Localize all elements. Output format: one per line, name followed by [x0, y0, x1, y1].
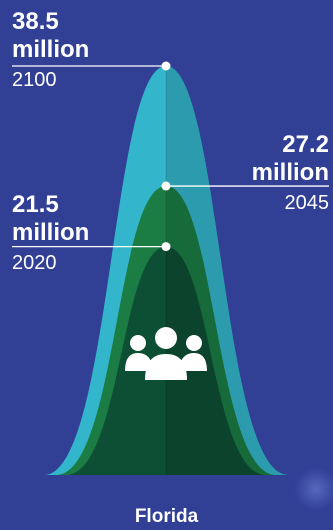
- label-2020-year: 2020: [12, 252, 57, 274]
- label-2020-unit: million: [12, 219, 90, 246]
- label-2020-value: 21.5: [12, 191, 59, 218]
- state-label: Florida: [134, 506, 199, 527]
- people-group-icon: [125, 327, 207, 380]
- label-2045-year: 2045: [284, 192, 330, 214]
- peak-dot-2100: [161, 61, 171, 71]
- peak-dot-2045: [161, 181, 171, 191]
- label-2100-year: 2100: [12, 69, 57, 91]
- label-2100-unit: million: [12, 36, 90, 63]
- label-2100-value: 38.5: [12, 8, 59, 35]
- label-2045-value: 27.2: [282, 131, 329, 158]
- label-2045-unit: million: [251, 159, 329, 186]
- curve-2020-shade: [166, 246, 266, 475]
- peak-dot-2020: [161, 242, 171, 252]
- background-glow: [294, 467, 333, 511]
